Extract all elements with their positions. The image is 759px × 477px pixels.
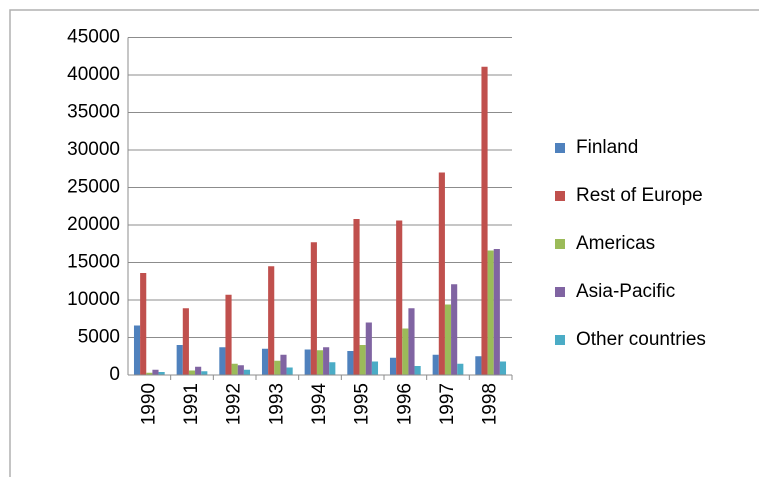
- bar: [487, 250, 494, 375]
- legend-swatch: [555, 239, 565, 249]
- x-tick-label: 1996: [394, 383, 415, 425]
- bar: [493, 249, 500, 375]
- legend-swatch: [555, 191, 565, 201]
- bar: [323, 347, 330, 375]
- x-tick-label: 1998: [480, 383, 501, 425]
- bar: [444, 304, 452, 375]
- bar: [365, 322, 372, 375]
- bar: [152, 369, 159, 375]
- bar: [188, 370, 196, 375]
- bar: [304, 349, 311, 375]
- bar: [231, 363, 238, 375]
- bar: [280, 354, 287, 375]
- legend-swatch: [555, 335, 565, 345]
- y-tick-label: 20000: [67, 214, 120, 235]
- y-tick-label: 25000: [67, 177, 120, 198]
- bar: [451, 284, 458, 375]
- legend-swatch: [555, 287, 565, 297]
- bar: [225, 294, 232, 375]
- x-tick-label: 1990: [138, 383, 159, 425]
- bar: [268, 266, 275, 375]
- bar: [274, 360, 281, 375]
- bar: [475, 356, 482, 375]
- legend-label: Rest of Europe: [576, 185, 703, 206]
- bar: [219, 347, 226, 375]
- bar: [146, 372, 153, 375]
- bar: [310, 242, 317, 375]
- legend-label: Other countries: [576, 329, 706, 350]
- bar: [176, 345, 183, 375]
- y-tick-label: 40000: [67, 64, 120, 85]
- bar: [195, 366, 202, 375]
- y-tick-label: 0: [109, 364, 120, 385]
- bar: [402, 328, 409, 375]
- x-tick-label: 1997: [437, 383, 458, 425]
- x-tick-label: 1994: [309, 383, 330, 426]
- bar: [432, 354, 439, 375]
- bar: [286, 367, 293, 375]
- bar: [347, 351, 354, 375]
- y-tick-label: 15000: [67, 252, 120, 273]
- bar: [243, 369, 251, 375]
- bar: [329, 362, 336, 375]
- x-tick-label: 1995: [352, 383, 373, 425]
- bar: [414, 366, 421, 375]
- bar: [389, 357, 397, 375]
- bar: [359, 345, 366, 375]
- bar: [140, 273, 147, 375]
- bar: [261, 348, 269, 375]
- y-tick-label: 5000: [78, 327, 120, 348]
- legend-swatch: [555, 143, 565, 153]
- bar: [457, 363, 464, 375]
- chart-frame: [9, 9, 759, 477]
- y-tick-label: 35000: [67, 102, 120, 123]
- bar: [353, 219, 360, 375]
- x-tick-label: 1991: [181, 383, 202, 425]
- legend-label: Finland: [576, 137, 638, 158]
- bar: [201, 371, 208, 375]
- y-tick-label: 10000: [67, 289, 120, 310]
- bar: [371, 361, 379, 375]
- bar: [182, 308, 189, 375]
- x-tick-label: 1993: [266, 383, 287, 425]
- bar: [408, 308, 415, 375]
- legend-label: Asia-Pacific: [576, 281, 675, 302]
- y-tick-label: 30000: [67, 139, 120, 160]
- bar: [237, 365, 244, 375]
- bar: [158, 372, 165, 375]
- legend-label: Americas: [576, 233, 655, 254]
- bar: [396, 220, 403, 375]
- y-tick-label: 45000: [67, 27, 120, 48]
- bar: [499, 361, 507, 375]
- x-tick-label: 1992: [224, 383, 245, 425]
- bar: [481, 66, 488, 375]
- bar: [438, 172, 445, 375]
- bar: [133, 325, 141, 375]
- bar: [316, 350, 324, 375]
